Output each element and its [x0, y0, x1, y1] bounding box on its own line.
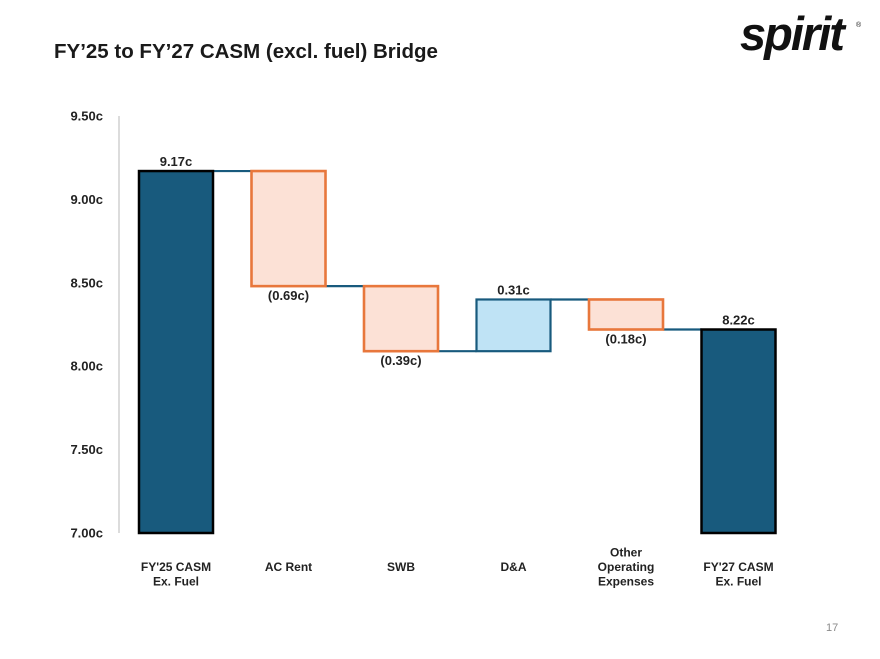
- y-tick-label: 8.50c: [70, 275, 103, 290]
- category-label: FY'27 CASM: [703, 560, 773, 574]
- y-tick-label: 9.50c: [70, 109, 103, 124]
- spirit-logo: spirit: [740, 7, 845, 60]
- page-number: 17: [826, 622, 839, 634]
- category-label: Ex. Fuel: [153, 575, 199, 589]
- category-label: SWB: [387, 560, 415, 574]
- y-tick-label: 7.50c: [70, 442, 103, 457]
- category-label: D&A: [501, 560, 527, 574]
- data-label: (0.69c): [268, 288, 309, 303]
- bar-decrease: [362, 284, 440, 353]
- y-tick-label: 7.00c: [70, 526, 103, 541]
- category-label: Other: [610, 546, 642, 560]
- y-tick-label: 9.00c: [70, 192, 103, 207]
- category-label: Expenses: [598, 575, 654, 589]
- y-tick-label: 8.00c: [70, 359, 103, 374]
- bar-total: [137, 169, 215, 535]
- data-label: (0.39c): [380, 353, 421, 368]
- registered-mark: ®: [856, 22, 862, 29]
- category-label: AC Rent: [265, 560, 312, 574]
- category-label: Ex. Fuel: [715, 575, 761, 589]
- page-title: FY’25 to FY’27 CASM (excl. fuel) Bridge: [54, 40, 438, 63]
- category-label: FY'25 CASM: [141, 560, 211, 574]
- bar-increase: [475, 298, 552, 353]
- category-label: Operating: [598, 560, 655, 574]
- bar-decrease: [587, 298, 665, 331]
- data-label: (0.18c): [605, 332, 646, 347]
- data-label: 8.22c: [722, 313, 755, 328]
- data-label: 9.17c: [160, 154, 193, 169]
- bar-decrease: [250, 169, 327, 288]
- data-label: 0.31c: [497, 282, 530, 297]
- bar-total: [700, 328, 777, 535]
